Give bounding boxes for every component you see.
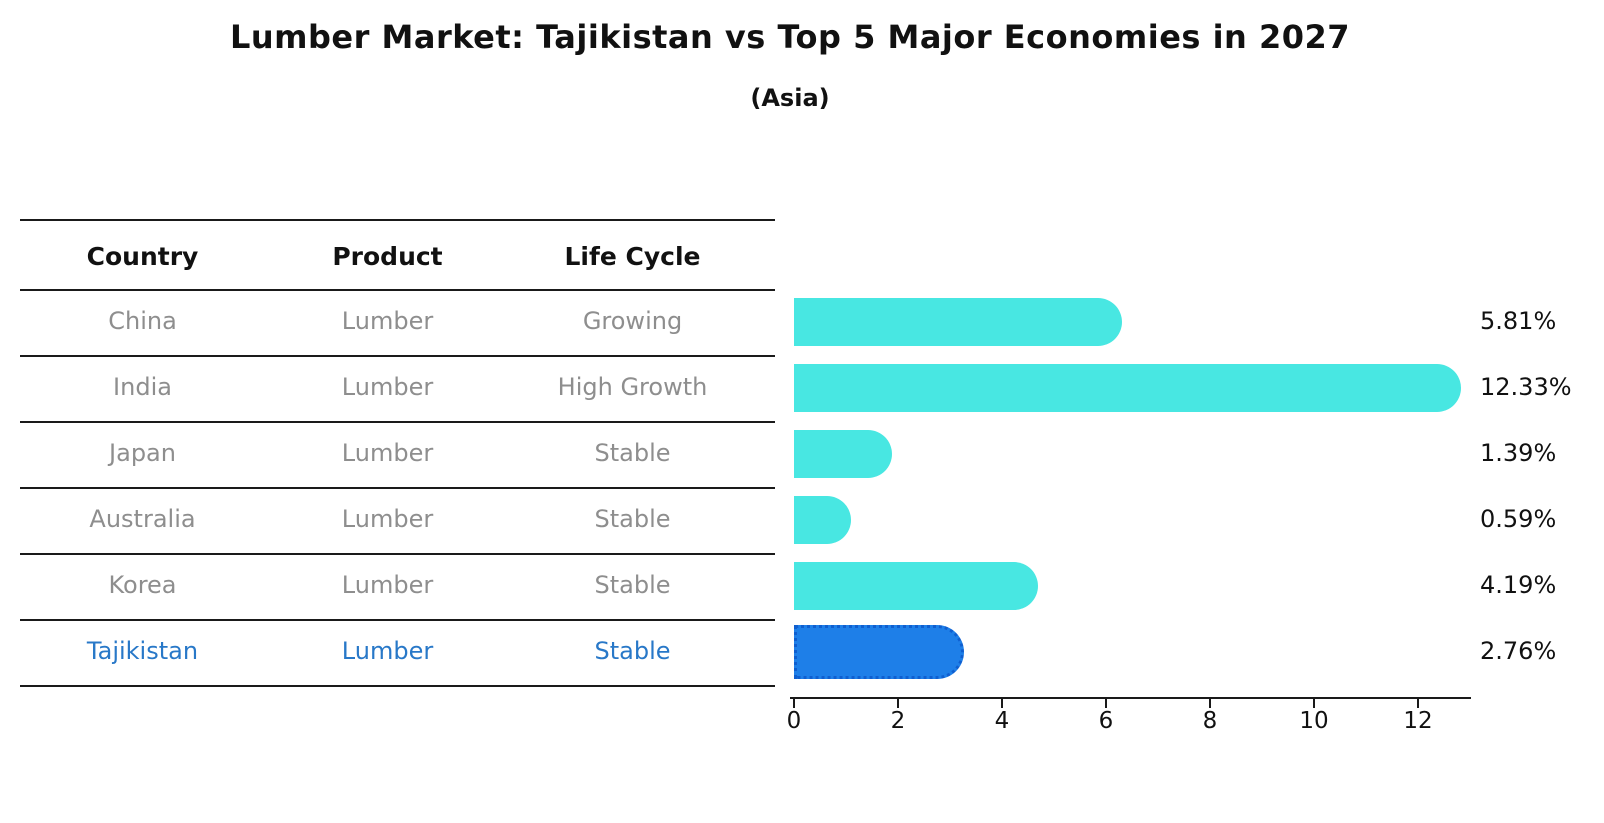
table-row-korea: Korea Lumber Stable (20, 571, 775, 607)
x-axis-tick-label: 6 (1098, 708, 1114, 734)
x-axis-tick (1313, 699, 1315, 708)
cell-life-cycle: Stable (594, 505, 671, 533)
cell-country: Japan (109, 439, 176, 467)
cell-country: Australia (89, 505, 196, 533)
x-axis-tick (1209, 699, 1211, 708)
x-axis-tick-label: 8 (1202, 708, 1218, 734)
cell-product: Lumber (341, 637, 434, 665)
value-label-japan: 1.39% (1480, 439, 1557, 467)
x-axis-tick (1417, 699, 1419, 708)
column-header-product: Product (332, 242, 443, 271)
x-axis-tick (897, 699, 899, 708)
cell-country: Tajikistan (86, 637, 199, 665)
x-axis-tick-label: 4 (994, 708, 1010, 734)
cell-country: India (113, 373, 172, 401)
cell-life-cycle: High Growth (557, 373, 708, 401)
x-axis-tick (1001, 699, 1003, 708)
value-label-china: 5.81% (1480, 307, 1557, 335)
table-row-india: India Lumber High Growth (20, 373, 775, 409)
table-top-rule (20, 219, 775, 221)
x-axis-tick-label: 0 (786, 708, 802, 734)
table-row-tajikistan: Tajikistan Lumber Stable (20, 637, 775, 673)
cell-life-cycle: Stable (594, 637, 671, 665)
x-axis-line (790, 697, 1471, 699)
x-axis-tick-label: 12 (1403, 708, 1433, 734)
x-axis-tick-label: 2 (890, 708, 906, 734)
cell-life-cycle: Stable (594, 439, 671, 467)
table-row-rule (20, 553, 775, 555)
cell-product: Lumber (341, 439, 434, 467)
table-header-rule (20, 289, 775, 291)
x-axis-tick (1105, 699, 1107, 708)
cell-life-cycle: Growing (582, 307, 683, 335)
column-header-country: Country (86, 242, 199, 271)
cell-product: Lumber (341, 307, 434, 335)
bar-tajikistan (794, 625, 964, 679)
bar-india (794, 364, 1462, 412)
column-header-life-cycle: Life Cycle (564, 242, 701, 271)
cell-product: Lumber (341, 571, 434, 599)
bar-australia (794, 496, 851, 544)
table-row-rule (20, 421, 775, 423)
value-label-korea: 4.19% (1480, 571, 1557, 599)
table-row-china: China Lumber Growing (20, 307, 775, 343)
table-row-rule (20, 355, 775, 357)
cell-product: Lumber (341, 373, 434, 401)
table-row-japan: Japan Lumber Stable (20, 439, 775, 475)
x-axis-tick (793, 699, 795, 708)
table-row-rule (20, 619, 775, 621)
value-label-australia: 0.59% (1480, 505, 1557, 533)
bar-korea (794, 562, 1038, 610)
page-title: Lumber Market: Tajikistan vs Top 5 Major… (229, 18, 1351, 56)
cell-country: Korea (108, 571, 177, 599)
cell-country: China (108, 307, 177, 335)
bar-japan (794, 430, 893, 478)
cell-life-cycle: Stable (594, 571, 671, 599)
cell-product: Lumber (341, 505, 434, 533)
x-axis-tick-label: 10 (1299, 708, 1329, 734)
bar-china (794, 298, 1123, 346)
table-row-rule (20, 487, 775, 489)
page-subtitle: (Asia) (750, 84, 830, 112)
table-bottom-rule (20, 685, 775, 687)
value-label-tajikistan: 2.76% (1480, 637, 1557, 665)
table-row-australia: Australia Lumber Stable (20, 505, 775, 541)
value-label-india: 12.33% (1480, 373, 1572, 401)
